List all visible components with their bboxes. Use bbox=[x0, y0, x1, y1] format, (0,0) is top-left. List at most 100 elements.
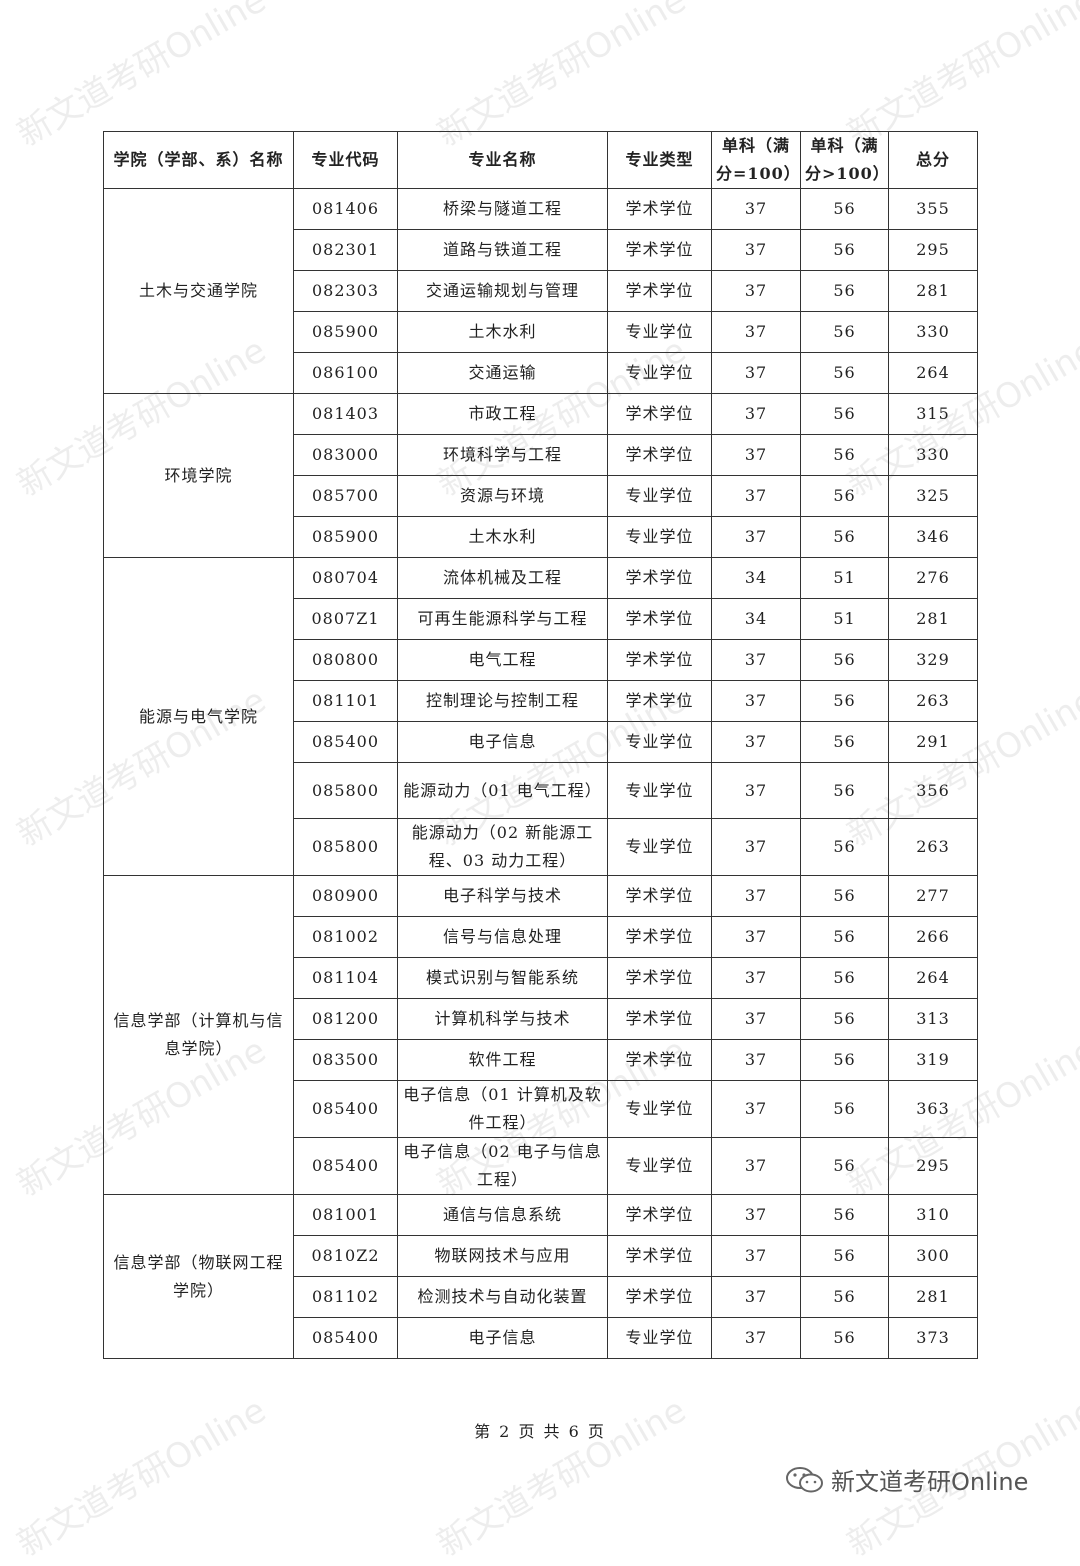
total-score: 300 bbox=[888, 1235, 978, 1277]
degree-type: 专业学位 bbox=[607, 762, 712, 819]
total-score: 295 bbox=[888, 1137, 978, 1195]
major-name: 道路与铁道工程 bbox=[397, 229, 608, 271]
major-code: 083000 bbox=[293, 434, 398, 476]
major-code: 081403 bbox=[293, 393, 398, 435]
table-row: 081200 计算机科学与技术 学术学位 37 56 313 bbox=[104, 998, 978, 1040]
total-score: 263 bbox=[888, 680, 978, 722]
major-code: 081104 bbox=[293, 957, 398, 999]
account-logo: 新文道考研Online bbox=[785, 1462, 1028, 1497]
column-header: 总分 bbox=[888, 131, 978, 189]
major-name: 流体机械及工程 bbox=[397, 557, 608, 599]
degree-type: 专业学位 bbox=[607, 352, 712, 394]
major-code: 085900 bbox=[293, 516, 398, 558]
total-score: 356 bbox=[888, 762, 978, 819]
major-name: 检测技术与自动化装置 bbox=[397, 1276, 608, 1318]
major-code: 085400 bbox=[293, 721, 398, 763]
table-row: 土木与交通学院 081406 桥梁与隧道工程 学术学位 37 56 355 bbox=[103, 188, 978, 394]
major-name: 软件工程 bbox=[397, 1039, 608, 1081]
major-code: 081102 bbox=[293, 1276, 398, 1318]
major-name: 土木水利 bbox=[397, 516, 608, 558]
column-header: 单科（满分>100） bbox=[800, 131, 889, 189]
single-subject-over-100: 56 bbox=[800, 916, 889, 958]
table-row: 083000 环境科学与工程 学术学位 37 56 330 bbox=[104, 434, 978, 476]
degree-type: 学术学位 bbox=[607, 270, 712, 312]
major-code: 085400 bbox=[293, 1080, 398, 1138]
single-subject-100: 37 bbox=[711, 1080, 801, 1138]
table-row: 082303 交通运输规划与管理 学术学位 37 56 281 bbox=[104, 270, 978, 312]
major-name: 电子信息 bbox=[397, 1317, 608, 1359]
degree-type: 学术学位 bbox=[607, 393, 712, 435]
degree-type: 专业学位 bbox=[607, 1137, 712, 1195]
total-score: 277 bbox=[888, 875, 978, 917]
table-row: 0810Z2 物联网技术与应用 学术学位 37 56 300 bbox=[104, 1235, 978, 1277]
watermark: 新文道考研Online bbox=[430, 1390, 693, 1565]
single-subject-100: 34 bbox=[711, 598, 801, 640]
single-subject-100: 37 bbox=[711, 1194, 801, 1236]
single-subject-100: 37 bbox=[711, 639, 801, 681]
major-name: 电子信息（01 计算机及软件工程） bbox=[397, 1080, 608, 1138]
degree-type: 学术学位 bbox=[607, 1276, 712, 1318]
total-score: 355 bbox=[888, 188, 978, 230]
total-score: 330 bbox=[888, 434, 978, 476]
major-code: 085800 bbox=[293, 818, 398, 876]
degree-type: 学术学位 bbox=[607, 1194, 712, 1236]
major-name: 土木水利 bbox=[397, 311, 608, 353]
major-code: 086100 bbox=[293, 352, 398, 394]
degree-type: 学术学位 bbox=[607, 916, 712, 958]
total-score: 319 bbox=[888, 1039, 978, 1081]
major-name: 物联网技术与应用 bbox=[397, 1235, 608, 1277]
table-row: 082301 道路与铁道工程 学术学位 37 56 295 bbox=[104, 229, 978, 271]
table-row: 085400 电子信息 专业学位 37 56 291 bbox=[104, 721, 978, 763]
single-subject-100: 37 bbox=[711, 998, 801, 1040]
major-code: 081200 bbox=[293, 998, 398, 1040]
column-header: 专业类型 bbox=[607, 131, 712, 189]
single-subject-over-100: 56 bbox=[800, 762, 889, 819]
major-code: 080704 bbox=[293, 557, 398, 599]
degree-type: 专业学位 bbox=[607, 1080, 712, 1138]
major-name: 可再生能源科学与工程 bbox=[397, 598, 608, 640]
degree-type: 学术学位 bbox=[607, 434, 712, 476]
single-subject-over-100: 51 bbox=[800, 598, 889, 640]
single-subject-100: 37 bbox=[711, 434, 801, 476]
major-name: 交通运输规划与管理 bbox=[397, 270, 608, 312]
college-name: 环境学院 bbox=[103, 393, 294, 558]
major-code: 081406 bbox=[293, 188, 398, 230]
logo-text: 新文道考研Online bbox=[831, 1468, 1029, 1496]
major-code: 085400 bbox=[293, 1317, 398, 1359]
major-name: 桥梁与隧道工程 bbox=[397, 188, 608, 230]
degree-type: 专业学位 bbox=[607, 475, 712, 517]
table-row: 085400 电子信息（01 计算机及软件工程） 专业学位 37 56 363 bbox=[104, 1080, 978, 1138]
major-name: 能源动力（02 新能源工程、03 动力工程） bbox=[397, 818, 608, 876]
single-subject-100: 37 bbox=[711, 352, 801, 394]
degree-type: 专业学位 bbox=[607, 1317, 712, 1359]
total-score: 315 bbox=[888, 393, 978, 435]
single-subject-100: 37 bbox=[711, 188, 801, 230]
major-name: 通信与信息系统 bbox=[397, 1194, 608, 1236]
major-code: 082301 bbox=[293, 229, 398, 271]
single-subject-over-100: 56 bbox=[800, 270, 889, 312]
table-row: 086100 交通运输 专业学位 37 56 264 bbox=[104, 352, 978, 394]
single-subject-over-100: 56 bbox=[800, 1080, 889, 1138]
single-subject-over-100: 56 bbox=[800, 680, 889, 722]
major-name: 电气工程 bbox=[397, 639, 608, 681]
watermark: 新文道考研Online bbox=[10, 1390, 273, 1565]
single-subject-100: 37 bbox=[711, 762, 801, 819]
total-score: 373 bbox=[888, 1317, 978, 1359]
major-code: 081002 bbox=[293, 916, 398, 958]
single-subject-100: 37 bbox=[711, 721, 801, 763]
single-subject-over-100: 56 bbox=[800, 1235, 889, 1277]
wechat-icon bbox=[786, 1466, 823, 1492]
degree-type: 学术学位 bbox=[607, 188, 712, 230]
total-score: 263 bbox=[888, 818, 978, 876]
total-score: 291 bbox=[888, 721, 978, 763]
major-code: 080900 bbox=[293, 875, 398, 917]
table-row: 信息学部（计算机与信息学院） 080900 电子科学与技术 学术学位 37 56 277 bbox=[103, 875, 978, 1195]
table-row: 081104 模式识别与智能系统 学术学位 37 56 264 bbox=[104, 957, 978, 999]
single-subject-over-100: 56 bbox=[800, 434, 889, 476]
major-code: 0810Z2 bbox=[293, 1235, 398, 1277]
college-name: 能源与电气学院 bbox=[103, 557, 294, 876]
major-name: 电子信息（02 电子与信息工程） bbox=[397, 1137, 608, 1195]
major-code: 082303 bbox=[293, 270, 398, 312]
college-name: 信息学部（物联网工程学院） bbox=[103, 1194, 294, 1359]
single-subject-100: 37 bbox=[711, 1235, 801, 1277]
